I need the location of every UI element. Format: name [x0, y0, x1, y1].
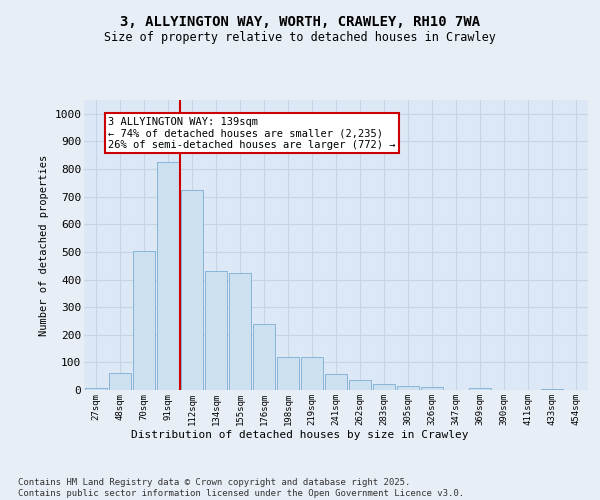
Bar — [373, 384, 395, 390]
Bar — [253, 324, 275, 390]
Text: Contains HM Land Registry data © Crown copyright and database right 2025.
Contai: Contains HM Land Registry data © Crown c… — [18, 478, 464, 498]
Y-axis label: Number of detached properties: Number of detached properties — [38, 154, 49, 336]
Bar — [277, 357, 299, 390]
Bar — [541, 388, 563, 390]
Bar — [205, 271, 227, 390]
Bar — [229, 272, 251, 390]
Bar — [85, 388, 107, 390]
Text: Size of property relative to detached houses in Crawley: Size of property relative to detached ho… — [104, 31, 496, 44]
Text: 3 ALLYINGTON WAY: 139sqm
← 74% of detached houses are smaller (2,235)
26% of sem: 3 ALLYINGTON WAY: 139sqm ← 74% of detach… — [108, 116, 395, 150]
Bar — [301, 357, 323, 390]
Text: 3, ALLYINGTON WAY, WORTH, CRAWLEY, RH10 7WA: 3, ALLYINGTON WAY, WORTH, CRAWLEY, RH10 … — [120, 16, 480, 30]
Bar — [181, 190, 203, 390]
Text: Distribution of detached houses by size in Crawley: Distribution of detached houses by size … — [131, 430, 469, 440]
Bar — [397, 386, 419, 390]
Bar — [325, 374, 347, 390]
Bar — [421, 387, 443, 390]
Bar — [157, 162, 179, 390]
Bar — [349, 380, 371, 390]
Bar — [469, 388, 491, 390]
Bar — [133, 250, 155, 390]
Bar — [109, 374, 131, 390]
